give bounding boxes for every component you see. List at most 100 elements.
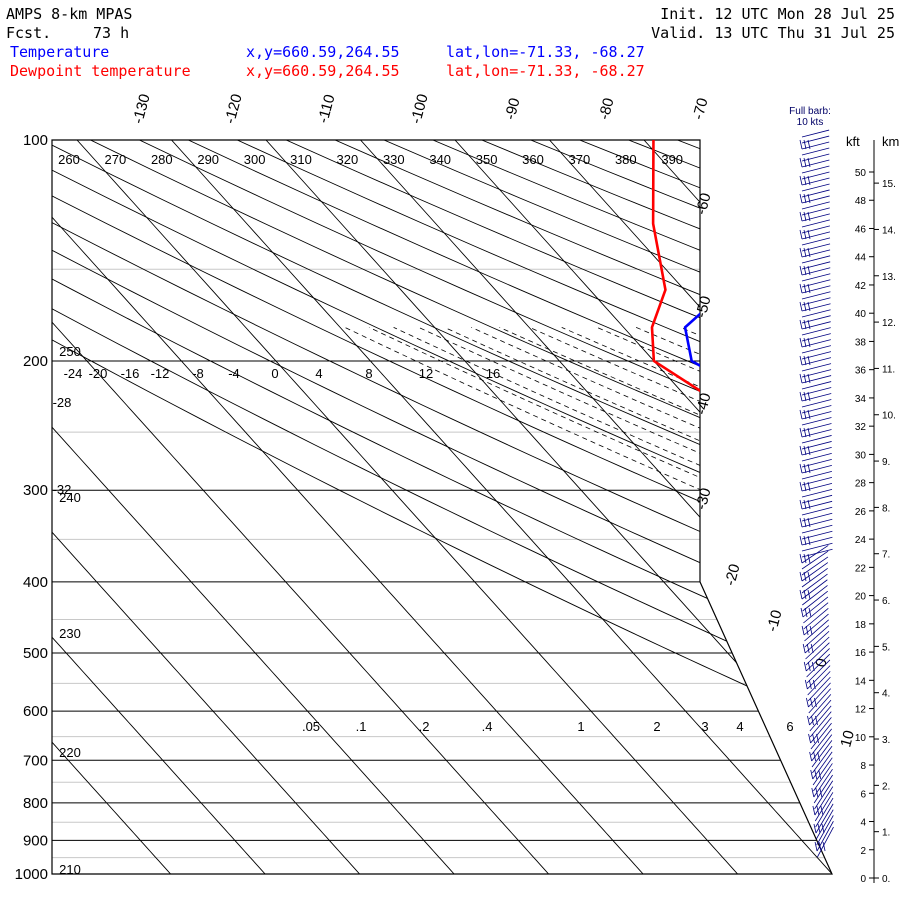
wind-barb-feather <box>805 625 809 636</box>
wind-barb-feather <box>799 175 803 186</box>
wind-barb-feather <box>799 211 803 222</box>
kft-header: kft <box>846 134 860 149</box>
kft-label: 42 <box>855 281 867 292</box>
kft-label: 20 <box>855 592 867 603</box>
wind-barb <box>806 659 831 684</box>
wind-barb <box>801 423 832 432</box>
wind-barb-feather <box>822 841 826 852</box>
mixing-ratio-label: .1 <box>356 719 367 734</box>
wind-barb-feather <box>803 373 807 384</box>
wind-barb-feather <box>803 283 807 294</box>
kft-label: 38 <box>855 337 867 348</box>
wind-barb-feather <box>803 535 807 546</box>
wind-barb-feather <box>816 733 819 744</box>
wind-barb-feather <box>807 409 811 420</box>
kft-label: 2 <box>860 846 866 857</box>
wind-barb-feather <box>803 553 807 564</box>
wind-barb-feather <box>802 643 806 654</box>
wind-barb-feather <box>803 157 807 168</box>
theta-e-label: -8 <box>192 366 204 381</box>
wind-barb-feather <box>803 193 807 204</box>
wind-barb <box>801 357 832 366</box>
kft-label: 16 <box>855 648 867 659</box>
wind-barb-feather <box>807 265 811 276</box>
wind-barb-feather <box>810 697 813 708</box>
wind-barb-feather <box>799 535 803 546</box>
mixing-ratio-label: .2 <box>419 719 430 734</box>
pressure-label: 200 <box>23 353 48 370</box>
wind-barb <box>801 568 828 588</box>
wind-barb-feather <box>808 679 812 690</box>
km-label: 4. <box>882 689 890 700</box>
wind-barb-feather <box>807 553 811 564</box>
wind-barb <box>801 225 831 234</box>
wind-barb <box>801 261 831 270</box>
kft-label: 12 <box>855 705 867 716</box>
isotherm-label: -120 <box>222 92 246 125</box>
wind-barb-feather <box>800 607 804 618</box>
wind-barb <box>802 590 828 612</box>
wind-barb-feather <box>813 751 817 762</box>
wind-barb-feather <box>807 373 811 384</box>
km-label: 10. <box>882 411 896 422</box>
isotherm-label: -10 <box>764 608 786 633</box>
wind-barb-feather <box>799 445 803 456</box>
kft-label: 22 <box>855 563 867 574</box>
wind-barb <box>801 545 829 564</box>
wind-barb <box>801 579 828 600</box>
moist-adiabat <box>444 327 832 874</box>
kft-label: 50 <box>855 168 867 179</box>
moist-adiabat <box>418 327 832 874</box>
wind-barb <box>801 153 830 162</box>
wind-barb-feather <box>799 355 803 366</box>
kft-label: 40 <box>855 309 867 320</box>
km-label: 6. <box>882 596 890 607</box>
theta-label: 380 <box>615 152 637 167</box>
kft-label: 0 <box>860 874 866 885</box>
dry-adiabat <box>52 140 832 874</box>
wind-barb-feather <box>799 517 803 528</box>
wind-barb-feather <box>807 481 811 492</box>
wind-barb <box>801 488 833 498</box>
wind-barb <box>801 285 831 294</box>
mixing-ratio-label: 6 <box>786 719 793 734</box>
theta-label: 300 <box>244 152 266 167</box>
wind-barb-feather <box>804 679 808 690</box>
dry-adiabat <box>52 140 832 874</box>
kft-label: 34 <box>855 394 867 405</box>
wind-barb <box>804 630 830 654</box>
isotherm-label: -60 <box>693 191 715 216</box>
isotherm-label: -30 <box>693 486 715 511</box>
legend-temperature-latlon: lat,lon=-71.33, -68.27 <box>446 43 645 61</box>
wind-barb <box>804 625 830 648</box>
wind-barb <box>801 363 832 372</box>
wind-barb-feather <box>807 247 811 258</box>
legend-temperature-name: Temperature <box>10 43 109 61</box>
wind-barb <box>801 171 830 180</box>
wind-barb-feather <box>810 769 814 780</box>
wind-barb-feather <box>804 607 808 618</box>
isotherm <box>52 140 266 874</box>
wind-barb <box>801 183 830 192</box>
isotherm-label: -80 <box>596 96 618 121</box>
wind-barb <box>801 231 831 240</box>
kft-label: 10 <box>855 733 867 744</box>
wind-barb-feather <box>809 751 813 762</box>
wind-barb <box>801 447 832 456</box>
theta-label: 270 <box>105 152 127 167</box>
km-label: 9. <box>882 457 890 468</box>
wind-barb-feather <box>811 787 815 798</box>
isotherm-label: -110 <box>315 93 339 125</box>
pressure-label: 1000 <box>15 866 48 883</box>
km-label: 8. <box>882 503 890 514</box>
wind-barb <box>801 279 831 288</box>
plot-frame <box>51 139 833 875</box>
wind-barb-feather <box>799 301 803 312</box>
wind-barb-feather <box>799 157 803 168</box>
theta-e-label: 4 <box>315 366 322 381</box>
moist-adiabat <box>561 327 832 874</box>
wind-barb <box>801 506 833 516</box>
theta-side-label: 250 <box>59 344 81 359</box>
theta-label: 280 <box>151 152 173 167</box>
valid-time: Valid. 13 UTC Thu 31 Jul 25 <box>651 24 895 42</box>
